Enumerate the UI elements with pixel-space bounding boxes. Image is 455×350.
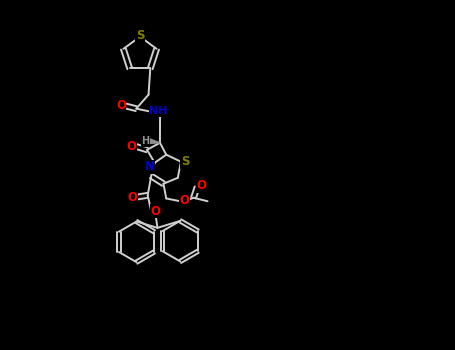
- Text: O: O: [116, 99, 126, 112]
- Polygon shape: [148, 139, 160, 143]
- Text: O: O: [126, 140, 136, 153]
- Text: O: O: [151, 204, 161, 218]
- Text: H: H: [141, 136, 149, 146]
- Text: O: O: [127, 190, 137, 204]
- Text: NH: NH: [149, 106, 167, 116]
- Text: S: S: [136, 29, 144, 42]
- Text: N: N: [144, 160, 154, 174]
- Text: O: O: [196, 179, 206, 192]
- Text: S: S: [181, 155, 189, 168]
- Text: O: O: [179, 194, 189, 207]
